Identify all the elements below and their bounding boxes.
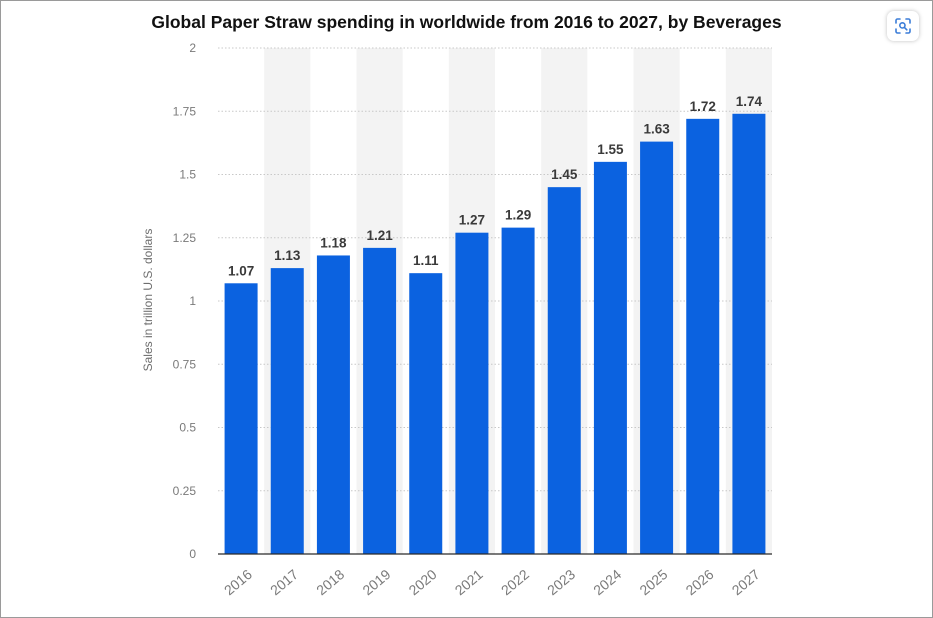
data-label: 1.27	[459, 213, 485, 228]
x-tick-label: 2024	[590, 566, 624, 598]
bar	[547, 187, 581, 554]
x-tick-label: 2017	[267, 566, 301, 598]
y-tick-label: 0.5	[179, 421, 196, 435]
chart-title: Global Paper Straw spending in worldwide…	[151, 12, 782, 32]
y-tick-label: 1.75	[173, 104, 197, 118]
data-label: 1.63	[643, 122, 670, 137]
data-label: 1.45	[551, 167, 578, 182]
data-label: 1.72	[690, 99, 716, 114]
data-label: 1.74	[736, 94, 763, 109]
x-tick-label: 2023	[544, 566, 578, 598]
y-tick-label: 0.75	[173, 357, 197, 371]
bar	[409, 273, 443, 554]
x-tick-label: 2018	[313, 566, 347, 598]
x-tick-label: 2025	[636, 566, 670, 598]
bar	[593, 161, 627, 554]
data-label: 1.18	[320, 235, 347, 250]
bar	[501, 227, 535, 554]
data-label: 1.29	[505, 208, 531, 223]
bar	[363, 247, 397, 554]
y-tick-label: 1.5	[179, 168, 196, 182]
data-label: 1.11	[413, 253, 439, 268]
y-tick-label: 0.25	[173, 484, 197, 498]
x-tick-label: 2016	[221, 566, 255, 598]
bar	[640, 141, 674, 555]
data-label: 1.13	[274, 248, 301, 263]
x-tick-label: 2022	[498, 566, 532, 598]
x-tick-label: 2026	[683, 566, 717, 598]
bar	[686, 118, 720, 554]
x-tick-label: 2021	[452, 566, 486, 598]
data-label: 1.07	[228, 263, 254, 278]
bar	[224, 283, 258, 554]
x-tick-label: 2020	[406, 566, 440, 598]
scan-text-button[interactable]	[887, 11, 919, 41]
bar	[316, 255, 350, 554]
bar	[270, 268, 304, 554]
scan-text-icon	[895, 18, 911, 34]
x-tick-label: 2027	[729, 566, 763, 598]
y-tick-label: 1	[189, 294, 196, 308]
x-tick-label: 2019	[359, 566, 393, 598]
data-label: 1.21	[366, 228, 393, 243]
y-tick-label: 2	[189, 41, 196, 55]
y-tick-label: 1.25	[173, 231, 197, 245]
data-label: 1.55	[597, 142, 624, 157]
bar	[455, 232, 489, 554]
y-tick-label: 0	[189, 547, 196, 561]
bar	[732, 113, 766, 554]
